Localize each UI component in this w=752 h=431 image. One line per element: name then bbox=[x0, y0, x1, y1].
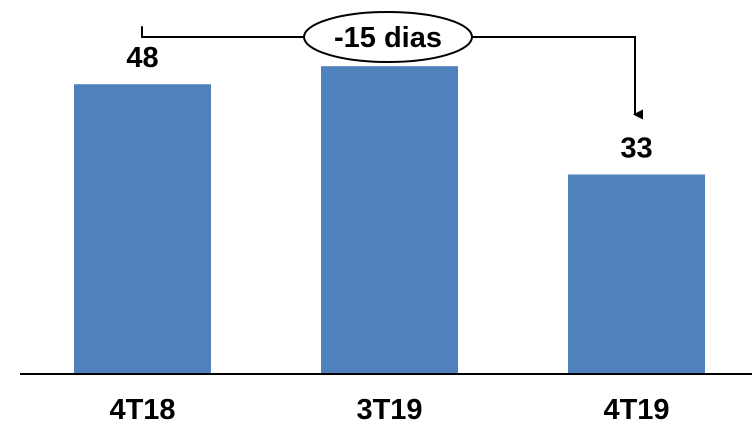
x-tick-labels-group: 4T18 3T19 4T19 bbox=[109, 394, 669, 426]
annotation-label: -15 dias bbox=[334, 22, 442, 54]
bar-3t19 bbox=[321, 66, 458, 373]
value-label-4t19: 33 bbox=[620, 132, 652, 164]
value-label-4t18: 48 bbox=[126, 42, 158, 74]
x-tick-label-3t19: 3T19 bbox=[356, 394, 422, 426]
x-tick-label-4t18: 4T18 bbox=[109, 394, 175, 426]
annotation-ellipse bbox=[303, 11, 473, 63]
x-tick-label-4t19: 4T19 bbox=[603, 394, 669, 426]
bar-4t19 bbox=[568, 174, 705, 373]
bar-4t18 bbox=[74, 84, 211, 374]
bars-group bbox=[74, 66, 705, 374]
annotation-group: -15 dias bbox=[141, 11, 643, 120]
